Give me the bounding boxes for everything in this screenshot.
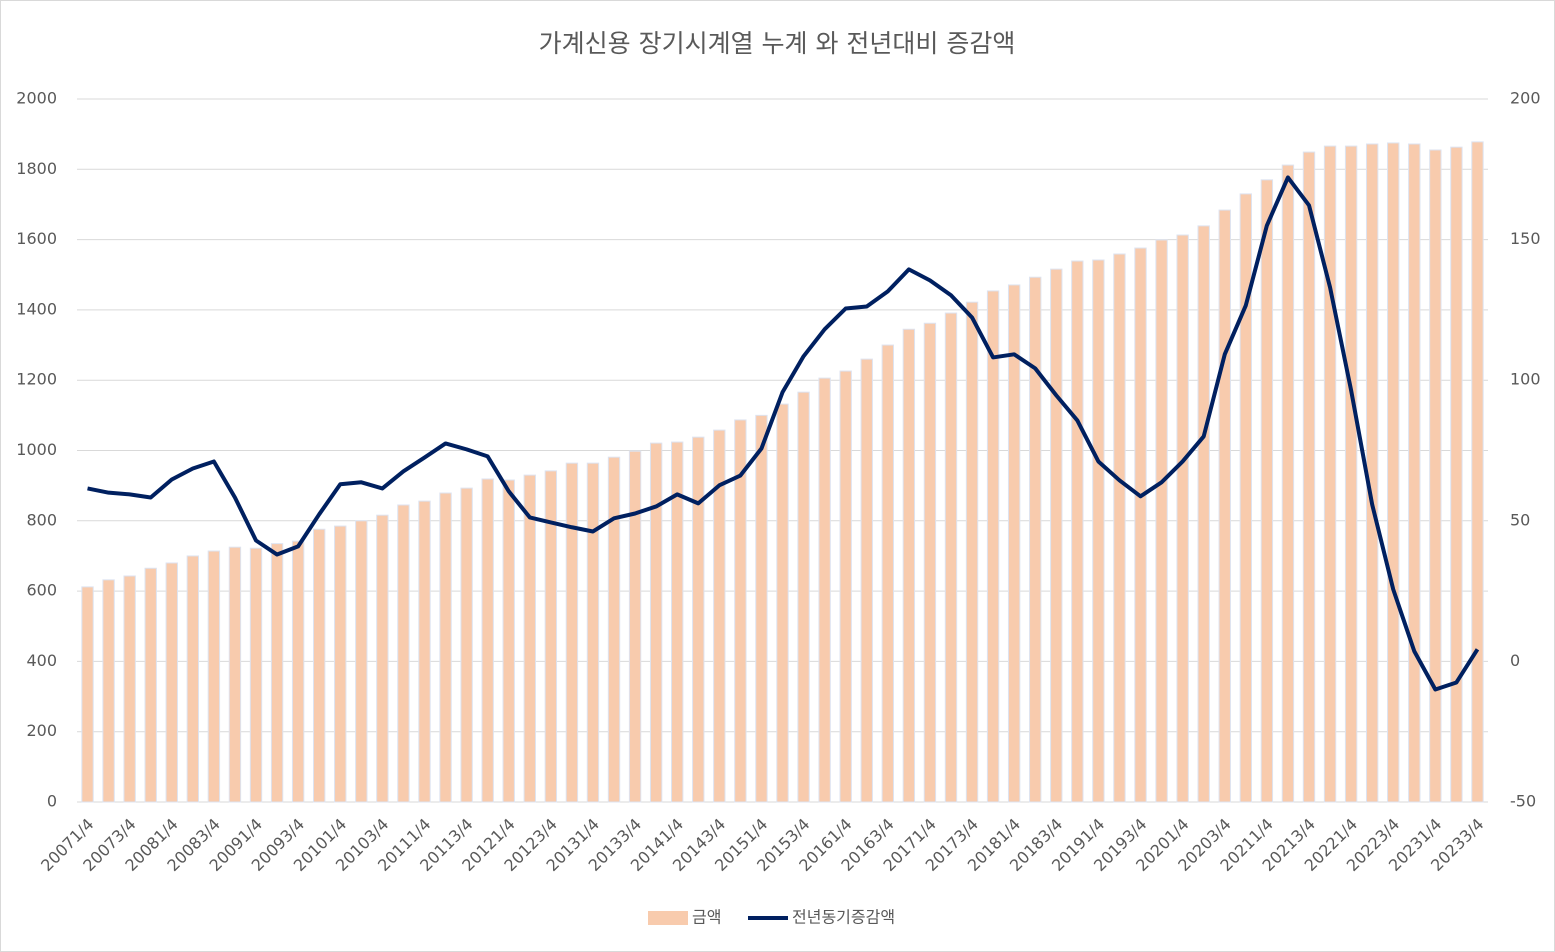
y2-tick-label: 0 [1510,651,1520,670]
y-tick-label: 1200 [16,370,57,389]
y-tick-label: 200 [26,721,57,740]
bar [439,492,452,803]
bar [1344,145,1358,803]
bar [144,567,157,803]
bar [1218,209,1231,803]
bar [544,470,558,803]
bar [1408,143,1421,803]
bar [334,525,347,803]
bar [965,301,979,803]
bar [1176,234,1189,803]
bar [881,344,894,803]
y2-tick-label: -50 [1510,792,1536,811]
bar [186,555,200,803]
bar [102,579,115,803]
bar [839,370,852,803]
bar [734,419,747,803]
bar [902,328,916,803]
bar [1071,260,1084,803]
y2-tick-label: 150 [1510,229,1541,248]
bar [797,391,810,803]
bar [1387,142,1400,803]
y-tick-label: 1400 [16,299,57,318]
chart-title: 가계신용 장기시계열 누계 와 전년대비 증감액 [539,29,1016,58]
bar [671,441,684,803]
y2-tick-label: 100 [1510,370,1541,389]
y-tick-label: 1000 [16,440,57,459]
bar [418,500,431,803]
bar [313,528,326,803]
y-tick-label: 2000 [16,89,57,108]
bar [1450,146,1463,803]
bar [481,478,494,803]
y-tick-label: 1600 [16,229,57,248]
y-tick-label: 1800 [16,159,57,178]
legend-label: 전년동기증감액 [792,908,895,927]
bar [355,520,368,803]
bar [923,322,937,803]
line [87,175,1480,692]
bar [1471,141,1484,803]
bar [565,462,579,803]
bar [207,550,221,803]
bar [860,358,873,803]
bar [376,514,389,803]
bar [523,474,536,803]
bar [628,450,642,803]
bar [460,487,473,803]
bar [397,504,410,803]
bar [1029,276,1042,803]
bar [776,403,789,803]
bar [291,540,305,803]
bar [755,414,768,803]
legend-swatch [648,911,688,925]
bar [1050,268,1063,803]
bar [692,436,705,803]
legend-label: 금액 [692,908,721,927]
bar [713,429,726,803]
bar [1113,253,1126,803]
bar [944,312,958,803]
bar [123,575,136,803]
bar [81,586,94,803]
y-tick-label: 600 [26,581,57,600]
bar [1429,149,1442,803]
bar [986,290,1000,803]
bar [1197,225,1210,803]
bar [1007,284,1021,803]
bar [1281,164,1295,803]
bar [1092,259,1105,803]
bar [607,456,621,803]
bar [1155,239,1168,803]
bar [649,442,663,803]
y-tick-label: 400 [26,651,57,670]
bar [1323,145,1337,803]
y2-tick-label: 200 [1510,89,1541,108]
bar [165,562,178,803]
bar [1134,247,1147,803]
y2-tick-label: 50 [1510,510,1530,529]
bar [1260,179,1274,803]
bar [270,543,284,803]
bar [1302,151,1316,803]
bar [586,462,600,803]
bar [249,547,263,803]
bar [502,479,515,803]
bar [818,377,831,803]
y-tick-label: 800 [26,510,57,529]
bar [1239,193,1252,803]
y-tick-label: 0 [47,792,57,811]
bar [228,546,242,803]
